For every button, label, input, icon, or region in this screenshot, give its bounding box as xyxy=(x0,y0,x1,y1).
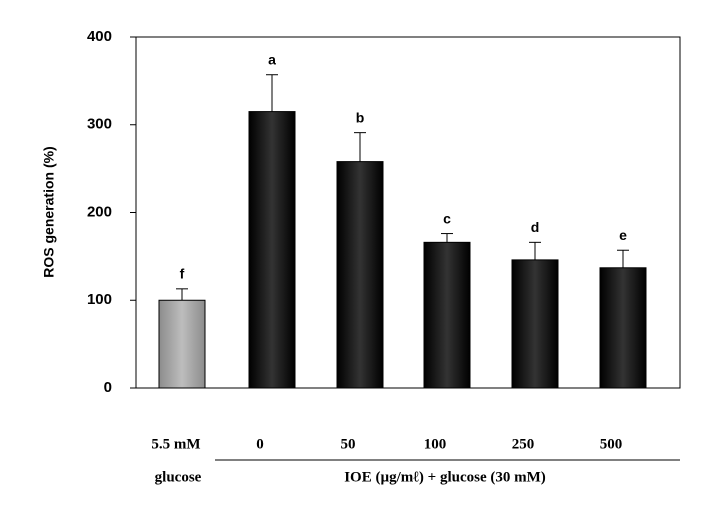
significance-letter: b xyxy=(356,109,365,125)
y-tick-label: 100 xyxy=(87,291,112,308)
x-tick-label: 50 xyxy=(341,436,356,452)
x-tick-label: 250 xyxy=(512,436,535,452)
plot-frame xyxy=(135,36,681,389)
bar xyxy=(511,259,559,389)
x-tick-label: 0 xyxy=(256,436,264,452)
x-tick-label: 500 xyxy=(600,436,623,452)
x-tick-label: 100 xyxy=(424,436,447,452)
y-tick-label: 0 xyxy=(104,379,112,396)
y-axis-label: ROS generation (%) xyxy=(41,146,57,277)
significance-letter: c xyxy=(443,210,451,226)
bar xyxy=(158,299,206,389)
bar xyxy=(423,241,471,389)
group-label: IOE (µg/mℓ) + glucose (30 mM) xyxy=(344,469,546,485)
significance-letter: a xyxy=(268,51,276,67)
y-tick-label: 200 xyxy=(87,203,112,220)
bar xyxy=(599,267,647,389)
y-tick-label: 300 xyxy=(87,116,112,133)
bar xyxy=(336,161,384,389)
significance-letter: e xyxy=(619,227,627,243)
group-label: glucose xyxy=(155,469,202,485)
significance-letter: d xyxy=(531,219,540,235)
x-tick-label: 5.5 mM xyxy=(151,436,200,452)
y-tick-label: 400 xyxy=(87,28,112,45)
significance-letter: f xyxy=(180,266,185,282)
bar xyxy=(248,111,296,389)
